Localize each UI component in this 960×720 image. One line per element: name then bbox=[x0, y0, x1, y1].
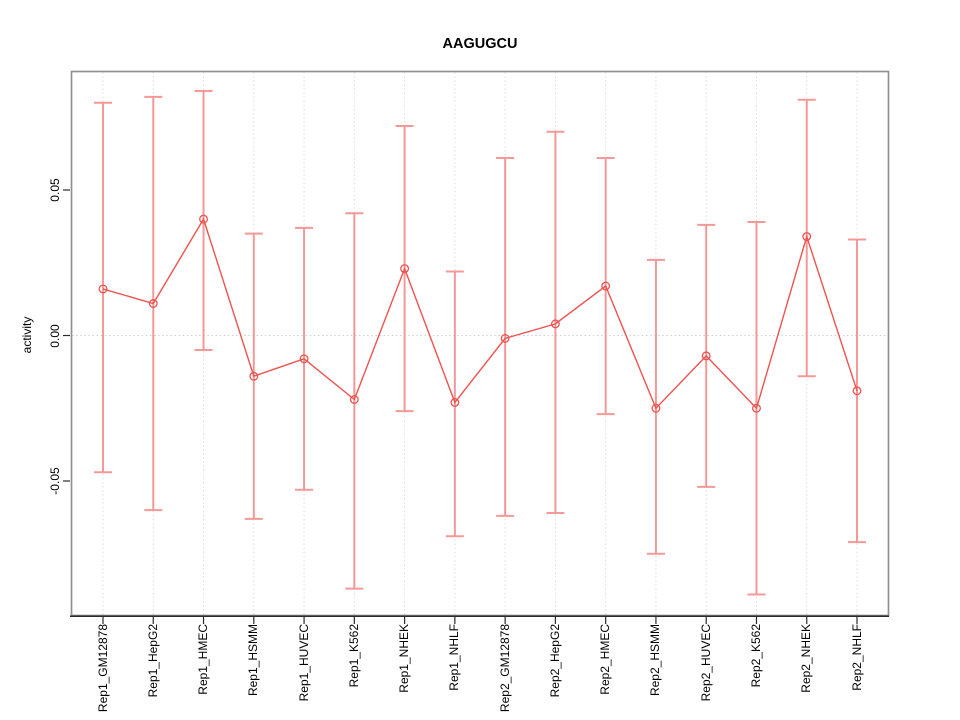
data-point bbox=[400, 264, 410, 274]
x-tick-label: Rep2_K562 bbox=[748, 624, 763, 688]
x-tick-label: Rep1_HSMM bbox=[246, 624, 261, 697]
data-point bbox=[349, 395, 359, 404]
data-point bbox=[450, 397, 460, 407]
x-tick-label: Rep2_NHEK bbox=[799, 624, 814, 693]
x-tick-label: Rep2_GM12878 bbox=[497, 624, 512, 713]
plot-frame bbox=[70, 70, 890, 617]
x-tick-label: Rep2_HUVEC bbox=[698, 624, 713, 702]
data-point bbox=[98, 284, 108, 294]
x-tick-label: Rep1_NHLF bbox=[447, 624, 462, 691]
data-point bbox=[550, 319, 560, 329]
data-point bbox=[701, 351, 711, 361]
data-point bbox=[651, 403, 661, 413]
data-point bbox=[299, 354, 309, 364]
y-tick-label: 0.00 bbox=[48, 323, 62, 348]
data-point bbox=[500, 333, 510, 343]
chart-title: AAGUGCU bbox=[442, 36, 518, 52]
y-tick-label: -0.05 bbox=[48, 467, 62, 495]
y-tick-label: 0.05 bbox=[48, 178, 62, 202]
data-point bbox=[601, 281, 611, 291]
data-point bbox=[752, 403, 761, 413]
x-tick-label: Rep2_HMEC bbox=[598, 624, 613, 695]
data-point bbox=[199, 214, 208, 224]
series-line bbox=[102, 217, 858, 410]
x-tick-label: Rep1_HUVEC bbox=[296, 624, 311, 702]
x-tick-label: Rep1_NHEK bbox=[397, 624, 412, 693]
x-tick-label: Rep1_HepG2 bbox=[145, 624, 160, 698]
x-tick-label: Rep1_K562 bbox=[346, 624, 361, 688]
data-point bbox=[148, 299, 158, 308]
x-tick-label: Rep1_HMEC bbox=[196, 624, 211, 695]
data-point bbox=[802, 232, 812, 242]
data-point bbox=[249, 371, 259, 381]
data-point bbox=[852, 386, 862, 396]
x-tick-label: Rep2_HepG2 bbox=[547, 624, 562, 698]
x-tick-label: Rep1_GM12878 bbox=[95, 624, 110, 713]
x-tick-label: Rep2_NHLF bbox=[849, 624, 864, 691]
x-tick-label: Rep2_HSMM bbox=[648, 624, 663, 697]
